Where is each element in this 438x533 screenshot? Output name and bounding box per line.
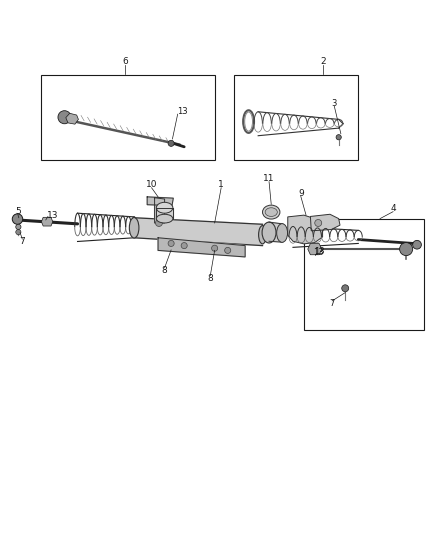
Circle shape xyxy=(12,214,23,224)
Polygon shape xyxy=(308,244,322,255)
Polygon shape xyxy=(311,214,340,231)
Circle shape xyxy=(225,247,231,254)
Text: 13: 13 xyxy=(313,248,324,256)
Circle shape xyxy=(155,220,162,227)
Text: 1: 1 xyxy=(218,180,224,189)
Text: 11: 11 xyxy=(263,174,275,183)
Polygon shape xyxy=(134,218,262,246)
Text: 10: 10 xyxy=(146,180,157,189)
Text: 2: 2 xyxy=(321,58,326,67)
Circle shape xyxy=(168,240,174,246)
Text: 7: 7 xyxy=(329,299,335,308)
Ellipse shape xyxy=(262,205,280,219)
Ellipse shape xyxy=(277,224,288,243)
Circle shape xyxy=(16,230,21,235)
Text: 13: 13 xyxy=(47,211,59,220)
Text: 4: 4 xyxy=(390,204,396,213)
Circle shape xyxy=(16,224,21,230)
Polygon shape xyxy=(66,114,78,124)
Text: 9: 9 xyxy=(298,189,304,198)
Text: 7: 7 xyxy=(19,237,25,246)
Polygon shape xyxy=(42,217,53,226)
Polygon shape xyxy=(155,198,165,223)
Circle shape xyxy=(342,285,349,292)
Ellipse shape xyxy=(262,222,276,243)
Polygon shape xyxy=(156,208,173,219)
Text: 6: 6 xyxy=(123,58,128,67)
Ellipse shape xyxy=(265,208,277,216)
Ellipse shape xyxy=(129,217,139,238)
Ellipse shape xyxy=(156,214,173,223)
Bar xyxy=(41,75,215,160)
Bar xyxy=(234,75,358,160)
Text: 13: 13 xyxy=(177,107,188,116)
Polygon shape xyxy=(147,197,173,206)
Circle shape xyxy=(181,243,187,249)
Bar xyxy=(304,219,424,329)
Circle shape xyxy=(399,243,413,256)
Circle shape xyxy=(413,240,421,249)
Circle shape xyxy=(168,140,174,147)
Circle shape xyxy=(336,135,341,140)
Polygon shape xyxy=(158,238,245,257)
Text: 8: 8 xyxy=(208,274,213,283)
Text: 8: 8 xyxy=(162,266,167,276)
Text: 5: 5 xyxy=(15,207,21,216)
Circle shape xyxy=(212,245,218,251)
Text: 13: 13 xyxy=(314,247,325,256)
Circle shape xyxy=(58,111,71,124)
Polygon shape xyxy=(288,215,322,244)
Text: 3: 3 xyxy=(332,99,337,108)
Ellipse shape xyxy=(156,203,173,213)
Circle shape xyxy=(315,220,322,227)
Polygon shape xyxy=(269,222,282,242)
Ellipse shape xyxy=(258,225,266,244)
